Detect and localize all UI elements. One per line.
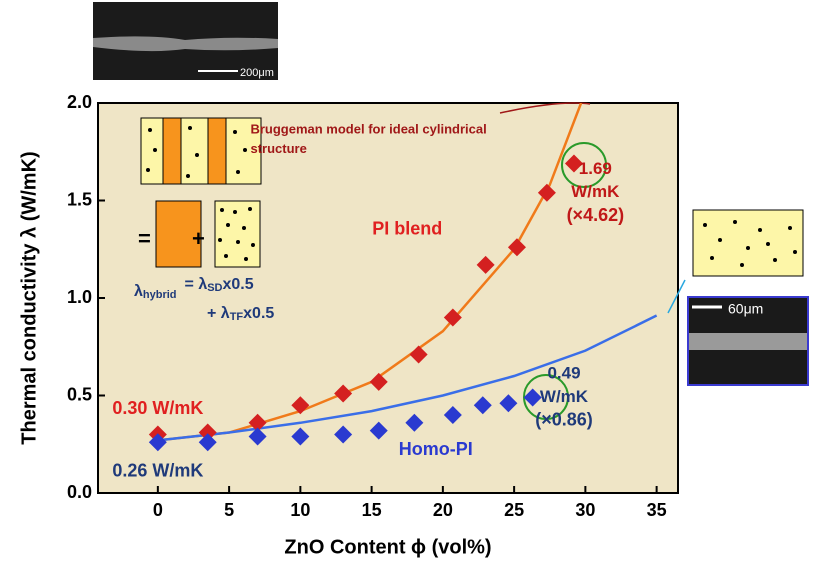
diamond-marker <box>198 423 217 442</box>
formula-part: SD <box>207 282 222 294</box>
annotation: (×0.86) <box>535 410 593 430</box>
diamond-marker <box>369 421 388 440</box>
operator: + <box>192 226 205 251</box>
highlight-circle <box>523 374 569 420</box>
dispersion-schematic <box>667 209 804 314</box>
y-tick-label: 1.5 <box>67 189 92 209</box>
scale-label: 200μm <box>240 67 274 79</box>
formula-part: = λ <box>185 276 208 293</box>
formula-part: λ <box>134 283 143 300</box>
y-tick-label: 0.0 <box>67 482 92 502</box>
annotation: Bruggeman model for ideal cylindrical <box>250 122 486 137</box>
annotation: structure <box>250 141 306 156</box>
formula-part: x0.5 <box>223 276 254 293</box>
formula: λhybrid = λSDx0.5 <box>134 276 254 301</box>
annotation: 1.69 <box>579 159 612 178</box>
formula-part: x0.5 <box>243 305 274 322</box>
model-curve <box>157 314 658 442</box>
annotation: (×4.62) <box>567 205 625 225</box>
cylinder-schematic: = + <box>138 117 262 268</box>
diamond-marker <box>409 345 428 364</box>
diamond-marker <box>443 308 462 327</box>
y-tick-label: 1.0 <box>67 287 92 307</box>
y-tick-label: 0.5 <box>67 384 92 404</box>
annotation: W/mK <box>571 182 620 201</box>
diamond-marker <box>537 183 556 202</box>
formula-part: + λ <box>207 305 230 322</box>
diamond-marker <box>443 406 462 424</box>
diamond-marker <box>291 396 310 415</box>
diamond-marker <box>369 372 388 391</box>
diamond-marker <box>499 394 518 413</box>
diamond-marker <box>248 413 267 432</box>
annotation: 0.49 <box>547 364 580 383</box>
diamond-marker <box>334 384 353 403</box>
y-axis-title: Thermal conductivity λ (W/mK) <box>18 151 40 444</box>
formula-part: hybrid <box>143 289 177 301</box>
annotation: Homo-PI <box>399 439 473 459</box>
x-tick-label: 5 <box>224 500 234 520</box>
x-tick-label: 25 <box>504 500 524 520</box>
diamond-marker <box>507 238 526 257</box>
diamond-marker <box>405 413 424 432</box>
x-axis-title: ZnO Content ϕ (vol%) <box>284 536 491 558</box>
diamond-marker <box>148 433 167 452</box>
x-tick-label: 35 <box>647 500 667 520</box>
x-tick-label: 0 <box>153 500 163 520</box>
x-tick-label: 20 <box>433 500 453 520</box>
formula: + λTFx0.5 <box>207 305 274 323</box>
scale-label: 60μm <box>728 301 763 317</box>
y-tick-label: 2.0 <box>67 92 92 112</box>
annotation: 0.26 W/mK <box>112 460 203 480</box>
micrograph-top: 200μm <box>93 2 278 80</box>
highlight-circle <box>561 142 607 188</box>
diamond-marker <box>473 396 492 415</box>
diamond-marker <box>564 154 583 173</box>
diamond-marker <box>198 433 217 452</box>
diamond-marker <box>248 427 267 446</box>
pointer-arrow <box>499 102 591 114</box>
annotation: W/mK <box>540 387 589 406</box>
micrograph-right: 60μm <box>687 296 809 386</box>
operator: = <box>138 226 151 251</box>
diamond-marker <box>476 255 495 274</box>
x-tick-label: 30 <box>575 500 595 520</box>
formula-part: TF <box>230 311 244 323</box>
diamond-marker <box>334 425 353 444</box>
annotation: PI blend <box>372 219 442 239</box>
x-tick-label: 15 <box>362 500 382 520</box>
annotation: 0.30 W/mK <box>112 398 203 418</box>
diamond-marker <box>523 388 542 407</box>
x-tick-label: 10 <box>290 500 310 520</box>
diamond-marker <box>291 427 310 446</box>
